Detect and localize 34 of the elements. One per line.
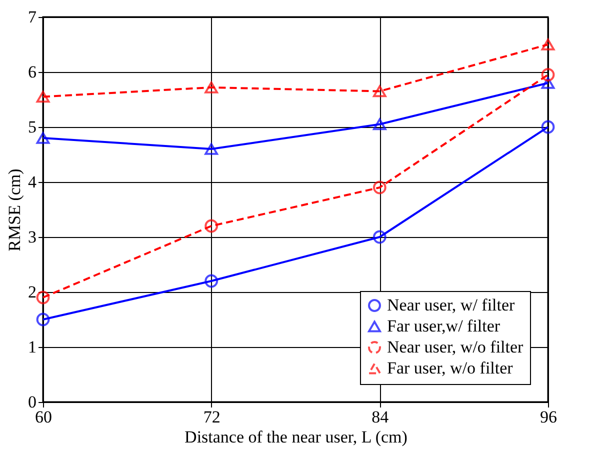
point xyxy=(372,85,386,98)
point xyxy=(36,312,50,326)
y-tick-label: 5 xyxy=(28,118,36,136)
y-tick-label: 7 xyxy=(28,8,37,26)
point xyxy=(372,118,386,130)
point xyxy=(204,219,218,233)
point xyxy=(541,77,555,89)
point xyxy=(541,38,555,50)
y-tick-label: 2 xyxy=(28,282,36,302)
x-tick-label: 60 xyxy=(35,408,52,426)
point xyxy=(541,120,555,134)
y-tick-label: 4 xyxy=(28,172,37,192)
y-tick-label: 3 xyxy=(28,228,36,246)
x-tick-label: 72 xyxy=(203,408,220,426)
y-axis-title: RMSE (cm) xyxy=(5,168,24,252)
point xyxy=(36,290,50,304)
y-tick-label: 1 xyxy=(28,338,36,356)
point xyxy=(204,143,218,155)
point xyxy=(204,274,218,288)
point xyxy=(36,90,50,103)
point xyxy=(372,180,386,194)
point xyxy=(541,68,555,82)
y-tick-label: 0 xyxy=(28,392,36,412)
y-tick-label: 6 xyxy=(28,62,36,82)
x-tick-label: 84 xyxy=(372,408,390,426)
x-tick-label: 96 xyxy=(540,408,557,426)
legend-label: Near user, w/ filter xyxy=(387,296,516,314)
point xyxy=(204,81,218,94)
point xyxy=(372,230,386,244)
x-axis-title: Distance of the near user, L (cm) xyxy=(184,428,408,446)
legend-label: Far user,w/ filter xyxy=(387,316,500,336)
legend-label: Far user, w/o filter xyxy=(387,358,514,378)
point xyxy=(36,132,50,144)
legend-label: Near user, w/o filter xyxy=(387,338,524,356)
